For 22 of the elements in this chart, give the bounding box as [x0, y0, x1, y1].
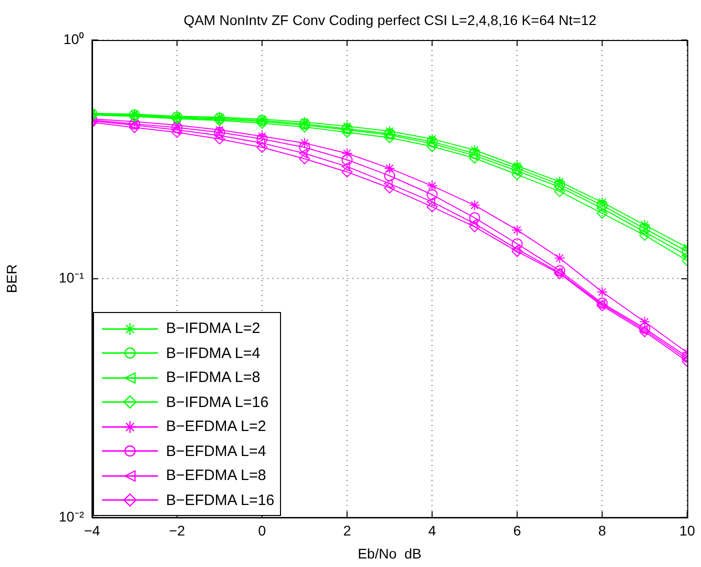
x-tick-label: 2	[343, 522, 352, 539]
x-tick-label: 10	[679, 522, 696, 539]
y-axis-title: BER	[3, 264, 20, 294]
legend-label: B−IFDMA L=16	[166, 394, 269, 411]
legend-label: B−IFDMA L=4	[166, 344, 260, 362]
x-tick-label: 8	[598, 522, 606, 539]
y-tick-label: 10⁻¹	[58, 270, 84, 286]
legend-label: B−IFDMA L=2	[166, 320, 260, 338]
chart-title: QAM NonIntv ZF Conv Coding perfect CSI L=2,4,8,16 K=64 Nt=12	[182, 12, 598, 28]
legend-label: B−EFDMA L=2	[166, 418, 266, 436]
legend-label: B−EFDMA L=4	[166, 442, 266, 460]
x-tick-label: 0	[258, 522, 266, 539]
legend-label: B−EFDMA L=8	[166, 467, 266, 484]
x-tick-label: −4	[84, 522, 100, 539]
legend-label: B−IFDMA L=8	[166, 369, 260, 386]
y-tick-label: 10⁻²	[58, 508, 84, 524]
x-tick-label: −2	[169, 522, 186, 539]
x-tick-label: 4	[428, 522, 436, 539]
legend-label: B−EFDMA L=16	[166, 492, 274, 509]
x-axis-title: Eb/No dB	[358, 545, 422, 562]
x-tick-label: 6	[513, 522, 522, 539]
y-tick-label: 10⁰	[63, 30, 84, 47]
